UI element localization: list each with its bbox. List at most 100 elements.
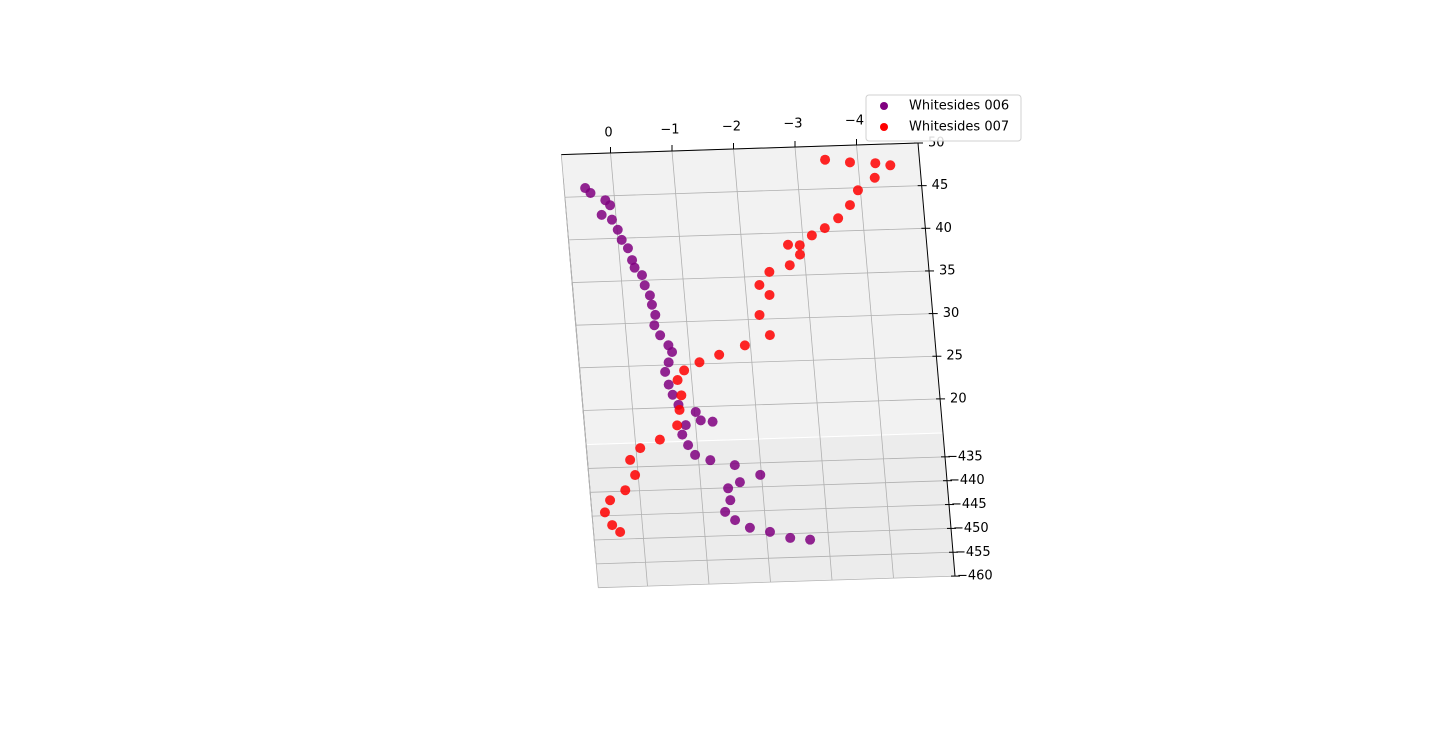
point [833, 213, 844, 224]
point [605, 200, 616, 211]
grid-line [583, 398, 941, 411]
point [690, 406, 701, 417]
point [596, 209, 607, 220]
x-tick-label: −2 [722, 120, 741, 135]
point [806, 230, 817, 241]
point [676, 390, 687, 401]
point [646, 299, 657, 310]
z-tick-label: 25 [946, 349, 963, 364]
point [705, 455, 716, 466]
point [680, 420, 691, 431]
legend-marker [880, 102, 888, 110]
z-tick-label: 20 [950, 391, 967, 406]
point [820, 154, 831, 165]
grid-line [598, 575, 956, 589]
point [714, 349, 725, 360]
z-axis-line [917, 142, 944, 434]
point [620, 485, 631, 496]
point [764, 289, 775, 300]
y-tick-label: −435 [947, 449, 983, 464]
grid-line [794, 146, 821, 438]
x-axis-line [561, 142, 919, 156]
x-tick-label: −3 [783, 117, 802, 132]
point [677, 429, 688, 440]
point [819, 223, 830, 234]
point [606, 214, 617, 225]
point [844, 157, 855, 168]
point [734, 477, 745, 488]
grid-line [592, 504, 950, 517]
point [660, 366, 671, 377]
point [690, 449, 701, 460]
point [636, 270, 647, 281]
point [785, 532, 796, 543]
point [755, 469, 766, 480]
legend-marker [880, 123, 888, 131]
point [764, 330, 775, 341]
point [674, 404, 685, 415]
grid-line [590, 480, 948, 493]
point [635, 443, 646, 454]
point [869, 172, 880, 183]
y-tick-label: −460 [957, 569, 993, 584]
point [607, 520, 618, 531]
point [612, 224, 623, 235]
point [667, 347, 678, 358]
grid-line [572, 270, 930, 283]
point [663, 379, 674, 390]
point [754, 280, 765, 291]
point [672, 420, 683, 431]
point [605, 495, 616, 506]
point [729, 460, 740, 471]
point [585, 187, 596, 198]
point [744, 522, 755, 533]
grid-line [575, 313, 933, 326]
grid-line [564, 185, 922, 198]
z-tick-label: 35 [939, 263, 956, 278]
point [870, 158, 881, 169]
point [655, 330, 666, 341]
grid-line [579, 355, 937, 369]
point [783, 239, 794, 250]
grid-line [588, 456, 946, 469]
point [885, 160, 896, 171]
grid-line [596, 551, 954, 565]
point [852, 185, 863, 196]
point [650, 309, 661, 320]
point [639, 280, 650, 291]
point [683, 440, 694, 451]
point [667, 389, 678, 400]
point [622, 243, 633, 254]
grid-line [572, 297, 599, 588]
point [627, 255, 638, 266]
point [616, 234, 627, 245]
point [630, 470, 641, 481]
point [629, 262, 640, 273]
point [739, 340, 750, 351]
y-tick-label: −445 [951, 497, 987, 512]
point [805, 534, 816, 545]
legend-box [865, 94, 1022, 142]
x-tick-label: −1 [660, 123, 679, 138]
point [720, 506, 731, 517]
back-pane [560, 142, 944, 446]
z-tick-label: 30 [943, 306, 960, 321]
point [764, 266, 775, 277]
point [615, 526, 626, 537]
legend-label: Whitesides 007 [909, 120, 1009, 135]
point [644, 290, 655, 301]
point [694, 357, 705, 368]
point [764, 526, 775, 537]
z-tick-label: 40 [935, 221, 952, 236]
y-tick-label: −450 [953, 521, 989, 536]
point [649, 320, 660, 331]
point [794, 249, 805, 260]
point [725, 495, 736, 506]
y-tick-label: −440 [949, 473, 985, 488]
point [844, 200, 855, 211]
legend-label: Whitesides 006 [909, 99, 1009, 114]
z-tick-label: 45 [932, 178, 949, 193]
point [654, 434, 665, 445]
grid-line [733, 148, 759, 440]
grid-line [671, 150, 698, 442]
